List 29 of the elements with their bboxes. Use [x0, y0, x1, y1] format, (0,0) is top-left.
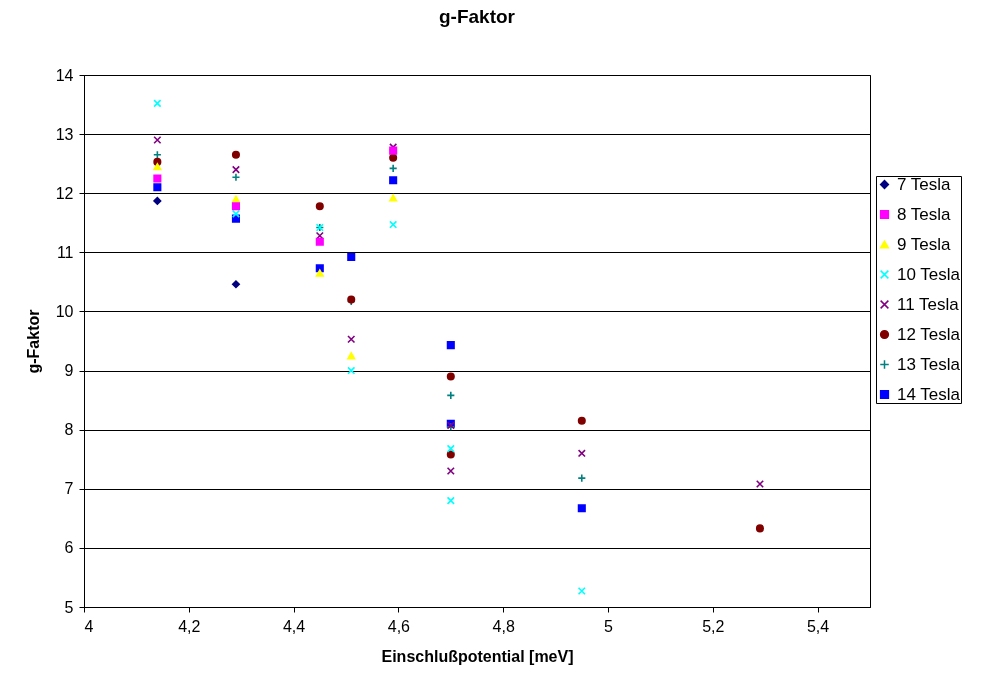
- chart-title: g-Faktor: [439, 6, 516, 27]
- y-tick-label: 5: [64, 598, 74, 616]
- x-tick-label: 5,2: [702, 617, 725, 635]
- legend-label: 10 Tesla: [897, 264, 961, 284]
- x-tick-label: 4: [84, 617, 94, 635]
- y-tick-label: 9: [64, 362, 74, 380]
- y-tick-label: 8: [64, 421, 74, 439]
- x-tick-label: 4,4: [282, 617, 306, 635]
- legend-label: 14 Tesla: [897, 384, 961, 404]
- legend-label: 7 Tesla: [897, 174, 952, 194]
- y-tick-label: 14: [55, 66, 74, 84]
- x-tick-label: 5,4: [806, 617, 830, 635]
- y-tick-label: 11: [56, 243, 74, 261]
- y-tick-label: 7: [64, 480, 74, 498]
- legend-label: 13 Tesla: [897, 354, 961, 374]
- y-tick-label: 13: [55, 125, 74, 143]
- y-tick-label: 10: [55, 302, 74, 320]
- y-tick-label: 6: [64, 539, 74, 557]
- x-tick-label: 4,6: [387, 617, 411, 635]
- y-axis-title: g-Faktor: [24, 309, 42, 374]
- x-axis-title: Einschlußpotential [meV]: [381, 647, 574, 665]
- legend-label: 8 Tesla: [897, 204, 952, 224]
- y-tick-label: 12: [55, 184, 74, 202]
- legend-label: 9 Tesla: [897, 234, 952, 254]
- legend-label: 11 Tesla: [897, 294, 960, 314]
- x-tick-label: 4,8: [492, 617, 515, 635]
- x-tick-label: 4,2: [178, 617, 201, 635]
- x-tick-label: 5: [604, 617, 614, 635]
- legend-label: 12 Tesla: [897, 324, 961, 344]
